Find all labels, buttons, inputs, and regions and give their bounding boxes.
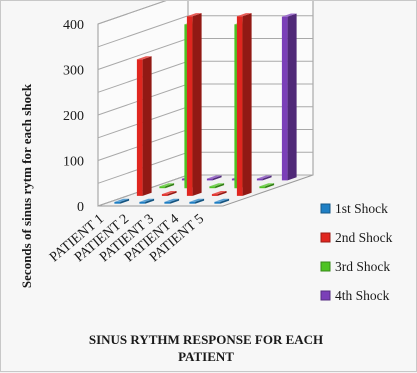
bar bbox=[206, 175, 222, 181]
bar-front bbox=[186, 16, 193, 196]
legend-swatch bbox=[320, 290, 331, 301]
bar-side bbox=[220, 198, 230, 204]
bar-side bbox=[120, 198, 130, 204]
bar-front bbox=[214, 201, 221, 204]
bar-side bbox=[170, 198, 180, 204]
bar bbox=[161, 191, 177, 196]
bar-front bbox=[236, 16, 243, 196]
bar-side bbox=[167, 191, 177, 196]
legend-swatch bbox=[320, 203, 331, 214]
bar-front bbox=[259, 186, 266, 189]
x-axis-label-line1: SINUS RYTHM RESPONSE FOR EACH bbox=[89, 332, 323, 347]
bar bbox=[139, 198, 155, 204]
legend-swatch bbox=[320, 261, 331, 272]
bar-top bbox=[114, 198, 130, 202]
bar-top bbox=[236, 13, 252, 17]
bar-side bbox=[265, 183, 275, 189]
legend-label: 1st Shock bbox=[335, 201, 388, 216]
gridline bbox=[97, 1, 167, 25]
legend-label: 2nd Shock bbox=[335, 230, 393, 245]
bar bbox=[211, 191, 227, 196]
bar-side bbox=[142, 56, 152, 196]
bar-top bbox=[164, 198, 180, 202]
y-tick-label: 100 bbox=[63, 155, 84, 170]
bar-side bbox=[192, 13, 202, 196]
bar-side bbox=[262, 175, 272, 181]
bar-front bbox=[209, 186, 216, 189]
gridline bbox=[97, 15, 313, 48]
bar-top bbox=[161, 191, 177, 195]
bar-top bbox=[214, 198, 230, 202]
bar-side bbox=[195, 198, 205, 204]
y-tick-label: 0 bbox=[77, 200, 84, 215]
bar-top bbox=[211, 191, 227, 195]
bar bbox=[186, 13, 202, 196]
legend-label: 4th Shock bbox=[335, 288, 390, 303]
bar-top bbox=[186, 13, 202, 17]
bar-top bbox=[281, 13, 297, 17]
bar-side bbox=[165, 183, 175, 189]
bar-front bbox=[164, 201, 171, 204]
bar-front bbox=[189, 201, 196, 204]
legend-item: 3rd Shock bbox=[320, 259, 390, 274]
bar-top bbox=[256, 175, 272, 179]
legend-swatch bbox=[320, 232, 331, 243]
bar-front bbox=[136, 59, 143, 196]
bar-side bbox=[215, 183, 225, 189]
bar-front bbox=[161, 194, 168, 196]
bar-top bbox=[136, 56, 152, 60]
bar-front bbox=[114, 201, 121, 204]
bar bbox=[259, 183, 275, 189]
bar-top bbox=[259, 183, 275, 187]
y-tick-label: 200 bbox=[63, 109, 84, 124]
bar-front bbox=[256, 178, 263, 181]
bar bbox=[114, 198, 130, 204]
bar-top bbox=[189, 198, 205, 202]
bar bbox=[236, 13, 252, 196]
y-axis-label: Seconds of sinus rytm for each shock bbox=[19, 83, 34, 288]
bar bbox=[256, 175, 272, 181]
bar-side bbox=[145, 198, 155, 204]
bar-front bbox=[139, 201, 146, 204]
legend-item: 1st Shock bbox=[320, 201, 388, 216]
bar bbox=[281, 13, 297, 181]
bar bbox=[159, 183, 175, 189]
bar bbox=[164, 198, 180, 204]
bar-side bbox=[212, 175, 222, 181]
y-tick-label: 400 bbox=[63, 18, 84, 33]
bar-front bbox=[206, 178, 213, 181]
bar-top bbox=[209, 183, 225, 187]
bar-side bbox=[287, 13, 297, 181]
bars bbox=[114, 13, 297, 204]
x-axis-label: SINUS RYTHM RESPONSE FOR EACH PATIENT bbox=[89, 332, 323, 364]
bar bbox=[214, 198, 230, 204]
bar-front bbox=[281, 16, 288, 181]
y-tick-label: 300 bbox=[63, 64, 84, 79]
bar-side bbox=[242, 13, 252, 196]
legend-item: 2nd Shock bbox=[320, 230, 393, 245]
bar-top bbox=[206, 175, 222, 179]
bar bbox=[209, 183, 225, 189]
bar bbox=[136, 56, 152, 196]
legend-item: 4th Shock bbox=[320, 288, 390, 303]
legend-label: 3rd Shock bbox=[335, 259, 390, 274]
bar-front bbox=[211, 194, 218, 196]
y-tick-labels: 0 100 200 300 400 bbox=[63, 18, 84, 215]
bar-top bbox=[159, 183, 175, 187]
bar-front bbox=[159, 186, 166, 189]
bar-top bbox=[139, 198, 155, 202]
legend: 1st Shock 2nd Shock 3rd Shock 4th Shock bbox=[320, 201, 393, 303]
bar bbox=[189, 198, 205, 204]
bar-side bbox=[217, 191, 227, 196]
x-axis-label-line2: PATIENT bbox=[178, 349, 234, 364]
